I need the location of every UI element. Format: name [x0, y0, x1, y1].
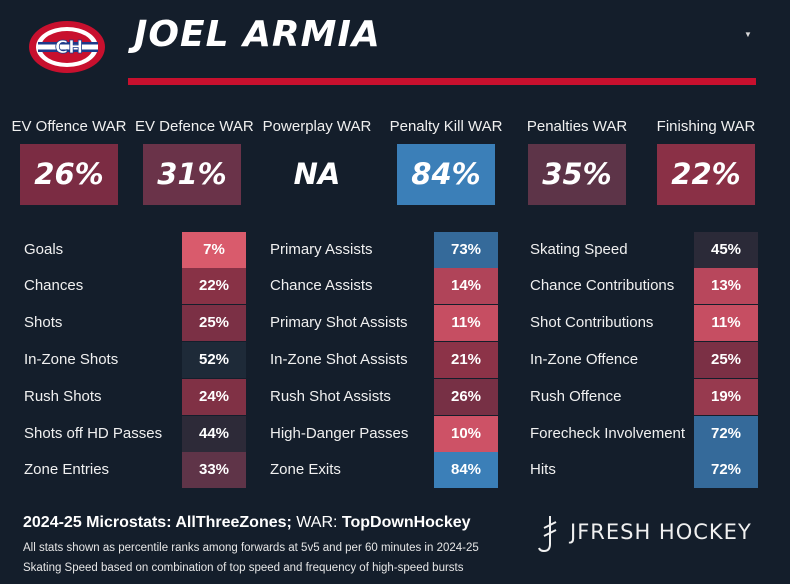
war-label: Penalties WAR	[526, 118, 628, 135]
stat-row: Zone Exits 84%	[270, 452, 500, 488]
stat-value: 25%	[182, 305, 246, 341]
war-value: 26%	[20, 144, 118, 205]
stat-value: 24%	[182, 379, 246, 415]
footer-note-percentile: All stats shown as percentile ranks amon…	[23, 542, 479, 554]
stat-row: Chance Contributions 13%	[530, 268, 758, 304]
war-powerplay: Powerplay WAR NA	[260, 118, 374, 205]
stat-label: Shots off HD Passes	[24, 425, 163, 442]
stat-value: 21%	[434, 342, 498, 378]
stat-row: Chance Assists 14%	[270, 268, 500, 304]
stat-row: In-Zone Shot Assists 21%	[270, 342, 500, 378]
brand: JFRESH HOCKEY	[536, 514, 756, 553]
stat-value: 25%	[694, 342, 758, 378]
stat-value: 45%	[694, 232, 758, 268]
war-label: EV Defence WAR	[135, 118, 254, 135]
footer-prefix: 2024-25 Microstats:	[23, 514, 176, 531]
stat-label: Zone Exits	[270, 461, 341, 478]
stat-value: 11%	[694, 305, 758, 341]
canadiens-logo-icon: CH	[28, 20, 106, 74]
stat-label: Rush Offence	[530, 388, 622, 405]
stat-value: 52%	[182, 342, 246, 378]
stat-label: In-Zone Shot Assists	[270, 351, 408, 368]
microstats-source: AllThreeZones;	[175, 514, 292, 531]
stat-value: 73%	[434, 232, 498, 268]
stat-label: In-Zone Offence	[530, 351, 639, 368]
war-ev-defence: EV Defence WAR 31%	[135, 118, 254, 205]
stat-row: In-Zone Shots 52%	[24, 342, 246, 378]
stat-label: In-Zone Shots	[24, 351, 119, 368]
stat-label: Primary Assists	[270, 241, 373, 258]
footer-sources: 2024-25 Microstats: AllThreeZones; WAR: …	[23, 514, 471, 532]
stat-row: Shot Contributions 11%	[530, 305, 758, 341]
stat-value: 13%	[694, 268, 758, 304]
stat-value: 84%	[434, 452, 498, 488]
stat-row: Skating Speed 45%	[530, 232, 758, 268]
stat-label: High-Danger Passes	[270, 425, 409, 442]
stat-value: 11%	[434, 305, 498, 341]
war-ev-offence: EV Offence WAR 26%	[10, 118, 128, 205]
stat-label: Shot Contributions	[530, 314, 654, 331]
stat-row: Hits 72%	[530, 452, 758, 488]
war-label: EV Offence WAR	[11, 118, 127, 135]
war-prefix: WAR:	[291, 514, 342, 531]
war-source: TopDownHockey	[341, 514, 471, 531]
caret-down-icon[interactable]: ▼	[744, 30, 752, 39]
war-penalties: Penalties WAR 35%	[520, 118, 634, 205]
stat-row: Rush Shots 24%	[24, 379, 246, 415]
stat-value: 26%	[434, 379, 498, 415]
stat-row: Primary Assists 73%	[270, 232, 500, 268]
stat-row: Chances 22%	[24, 268, 246, 304]
jfresh-logo-icon	[538, 516, 557, 553]
stat-row: Goals 7%	[24, 232, 246, 268]
stat-value: 14%	[434, 268, 498, 304]
svg-text:CH: CH	[55, 37, 83, 58]
stat-row: Shots off HD Passes 44%	[24, 416, 246, 452]
stat-row: Rush Offence 19%	[530, 379, 758, 415]
stat-row: Rush Shot Assists 26%	[270, 379, 500, 415]
stat-value: 10%	[434, 416, 498, 452]
stat-value: 19%	[694, 379, 758, 415]
stat-value: 7%	[182, 232, 246, 268]
stat-value: 72%	[694, 416, 758, 452]
stat-label: Primary Shot Assists	[270, 314, 408, 331]
stat-label: Chances	[24, 277, 84, 294]
stat-row: High-Danger Passes 10%	[270, 416, 500, 452]
stat-label: Forecheck Involvement	[530, 425, 686, 442]
war-value: 35%	[528, 144, 626, 205]
stat-row: Forecheck Involvement 72%	[530, 416, 758, 452]
war-label: Penalty Kill WAR	[389, 118, 503, 135]
war-penalty-kill: Penalty Kill WAR 84%	[388, 118, 504, 205]
stat-label: Hits	[530, 461, 556, 478]
stat-value: 72%	[694, 452, 758, 488]
footer-note-skating: Skating Speed based on combination of to…	[23, 562, 464, 574]
war-value: NA	[268, 144, 366, 205]
player-name: JOEL ARMIA	[134, 14, 381, 55]
stat-label: Chance Assists	[270, 277, 373, 294]
stat-value: 22%	[182, 268, 246, 304]
stat-label: Chance Contributions	[530, 277, 675, 294]
war-finishing: Finishing WAR 22%	[648, 118, 764, 205]
stat-label: Rush Shot Assists	[270, 388, 391, 405]
war-label: Finishing WAR	[656, 118, 756, 135]
brand-text: JFRESH HOCKEY	[570, 520, 752, 544]
stat-label: Goals	[24, 241, 64, 258]
stat-value: 44%	[182, 416, 246, 452]
war-value: 31%	[143, 144, 241, 205]
stat-value: 33%	[182, 452, 246, 488]
stat-label: Rush Shots	[24, 388, 102, 405]
war-value: 84%	[397, 144, 495, 205]
stat-row: Shots 25%	[24, 305, 246, 341]
stat-row: Zone Entries 33%	[24, 452, 246, 488]
title-underline	[128, 78, 756, 85]
war-label: Powerplay WAR	[262, 118, 372, 135]
stat-label: Skating Speed	[530, 241, 628, 258]
stat-label: Zone Entries	[24, 461, 110, 478]
stat-row: Primary Shot Assists 11%	[270, 305, 500, 341]
stat-row: In-Zone Offence 25%	[530, 342, 758, 378]
war-value: 22%	[657, 144, 755, 205]
stat-label: Shots	[24, 314, 63, 331]
